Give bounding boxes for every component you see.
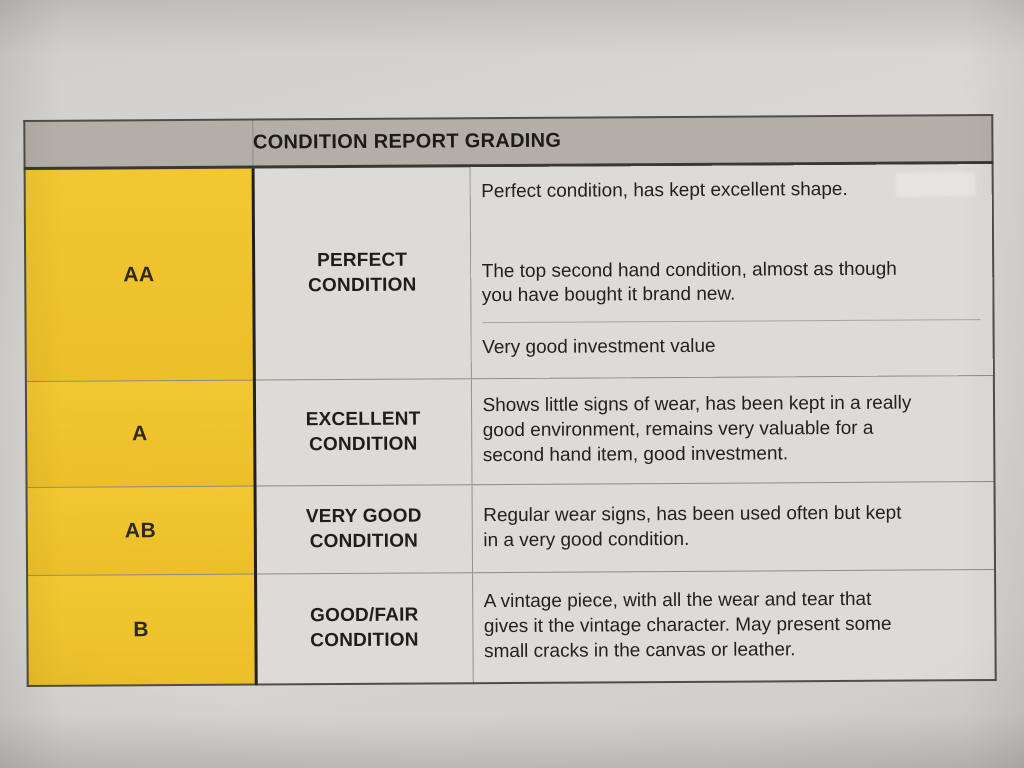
description-paragraph: The top second hand condition, almost as… (481, 258, 897, 307)
table-title: CONDITION REPORT GRADING (252, 115, 993, 168)
grade-cell-b: B (27, 574, 256, 686)
description-cell-a: Shows little signs of wear, has been kep… (470, 375, 995, 485)
table-row-ab: AB VERY GOOD CONDITION Regular wear sign… (26, 481, 996, 576)
description-cell-ab: Regular wear signs, has been used often … (471, 481, 996, 573)
description-paragraph: Regular wear signs, has been used often … (483, 502, 902, 551)
description-cell-b: A vintage piece, with all the wear and t… (472, 569, 996, 684)
whiteout-mark (895, 172, 976, 197)
description-cell-aa: Perfect condition, has kept excellent sh… (469, 162, 994, 379)
condition-report-table: CONDITION REPORT GRADING AA PERFECT COND… (23, 114, 997, 687)
description-paragraph: Very good investment value (482, 319, 981, 361)
condition-label-ab: VERY GOOD CONDITION (254, 484, 473, 575)
grade-cell-aa: AA (24, 167, 254, 382)
condition-label-aa: PERFECT CONDITION (252, 165, 471, 381)
table-row-b: B GOOD/FAIR CONDITION A vintage piece, w… (27, 569, 996, 686)
table-header-row: CONDITION REPORT GRADING (24, 115, 993, 169)
table-row-aa: AA PERFECT CONDITION Perfect condition, … (24, 162, 994, 382)
grading-table: CONDITION REPORT GRADING AA PERFECT COND… (23, 114, 997, 687)
grade-cell-ab: AB (26, 486, 256, 576)
header-empty-cell (24, 119, 253, 169)
description-paragraph: A vintage piece, with all the wear and t… (483, 589, 892, 663)
table-row-a: A EXCELLENT CONDITION Shows little signs… (25, 375, 995, 488)
condition-label-a: EXCELLENT CONDITION (253, 378, 472, 487)
description-paragraph: Shows little signs of wear, has been kep… (482, 393, 912, 467)
grade-cell-a: A (25, 380, 255, 488)
condition-label-b: GOOD/FAIR CONDITION (255, 572, 473, 685)
